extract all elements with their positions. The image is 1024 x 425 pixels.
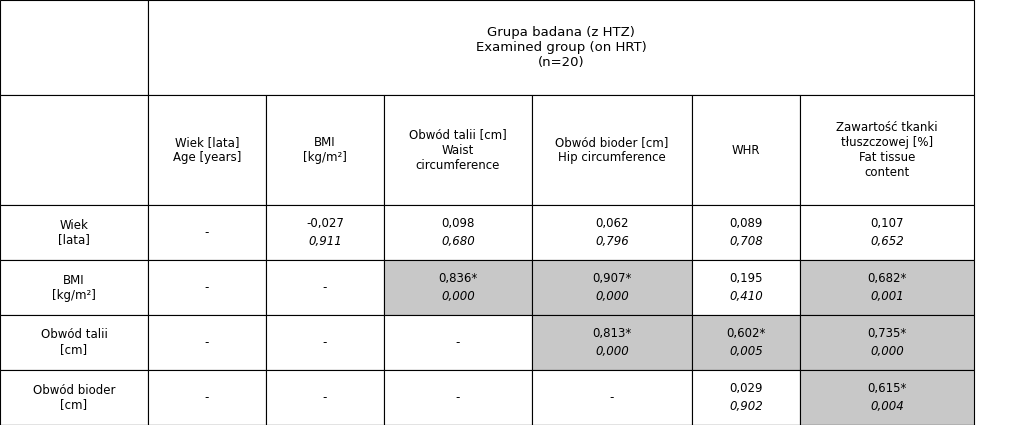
- Bar: [800, 315, 974, 370]
- Bar: [384, 205, 532, 260]
- Text: 0,000: 0,000: [870, 345, 904, 358]
- Text: Obwód talii
[cm]: Obwód talii [cm]: [41, 329, 108, 357]
- Bar: [692, 370, 800, 425]
- Bar: [532, 370, 692, 425]
- Text: 0,004: 0,004: [870, 400, 904, 413]
- Bar: [800, 205, 974, 260]
- Bar: [266, 315, 384, 370]
- Bar: [532, 315, 692, 370]
- Bar: [800, 95, 974, 205]
- Bar: [384, 260, 532, 315]
- Text: 0,813*: 0,813*: [592, 327, 632, 340]
- Bar: [532, 205, 692, 260]
- Bar: [266, 205, 384, 260]
- Bar: [266, 95, 384, 205]
- Text: 0,902: 0,902: [729, 400, 763, 413]
- Text: -: -: [323, 391, 328, 404]
- Bar: [148, 370, 266, 425]
- Text: 0,029: 0,029: [729, 382, 763, 395]
- Bar: [692, 315, 800, 370]
- Text: 0,735*: 0,735*: [867, 327, 906, 340]
- Bar: [0, 205, 148, 260]
- Bar: [266, 370, 384, 425]
- Text: -: -: [205, 281, 209, 294]
- Bar: [0, 315, 148, 370]
- Text: 0,005: 0,005: [729, 345, 763, 358]
- Text: -: -: [205, 226, 209, 239]
- Bar: [148, 260, 266, 315]
- Bar: [692, 95, 800, 205]
- Text: -: -: [205, 391, 209, 404]
- Bar: [384, 370, 532, 425]
- Text: -: -: [323, 336, 328, 349]
- Bar: [0, 0, 148, 95]
- Text: -: -: [456, 336, 460, 349]
- Text: 0,682*: 0,682*: [867, 272, 906, 285]
- Text: 0,000: 0,000: [441, 290, 475, 303]
- Text: 0,098: 0,098: [441, 217, 475, 230]
- Text: -: -: [610, 391, 614, 404]
- Bar: [692, 205, 800, 260]
- Bar: [148, 0, 974, 95]
- Text: Obwód bioder [cm]
Hip circumference: Obwód bioder [cm] Hip circumference: [555, 136, 669, 164]
- Text: 0,107: 0,107: [870, 217, 904, 230]
- Text: 0,602*: 0,602*: [726, 327, 766, 340]
- Text: BMI
[kg/m²]: BMI [kg/m²]: [52, 274, 96, 301]
- Bar: [692, 260, 800, 315]
- Text: -0,027: -0,027: [306, 217, 344, 230]
- Text: 0,062: 0,062: [595, 217, 629, 230]
- Text: 0,796: 0,796: [595, 235, 629, 248]
- Text: 0,000: 0,000: [595, 345, 629, 358]
- Text: BMI
[kg/m²]: BMI [kg/m²]: [303, 136, 347, 164]
- Bar: [148, 95, 266, 205]
- Text: -: -: [456, 391, 460, 404]
- Bar: [0, 260, 148, 315]
- Text: 0,836*: 0,836*: [438, 272, 477, 285]
- Bar: [266, 260, 384, 315]
- Bar: [0, 95, 148, 205]
- Text: Obwód bioder
[cm]: Obwód bioder [cm]: [33, 383, 116, 411]
- Text: 0,410: 0,410: [729, 290, 763, 303]
- Text: 0,652: 0,652: [870, 235, 904, 248]
- Text: Wiek [lata]
Age [years]: Wiek [lata] Age [years]: [173, 136, 242, 164]
- Text: WHR: WHR: [732, 144, 760, 156]
- Text: 0,615*: 0,615*: [867, 382, 906, 395]
- Text: 0,001: 0,001: [870, 290, 904, 303]
- Bar: [800, 260, 974, 315]
- Bar: [532, 95, 692, 205]
- Bar: [148, 205, 266, 260]
- Text: 0,907*: 0,907*: [592, 272, 632, 285]
- Text: Obwód talii [cm]
Waist
circumference: Obwód talii [cm] Waist circumference: [410, 128, 507, 172]
- Text: Wiek
[lata]: Wiek [lata]: [58, 218, 90, 246]
- Text: 0,680: 0,680: [441, 235, 475, 248]
- Text: Grupa badana (z HTZ)
Examined group (on HRT)
(n=20): Grupa badana (z HTZ) Examined group (on …: [475, 26, 646, 69]
- Text: 0,089: 0,089: [729, 217, 763, 230]
- Text: 0,000: 0,000: [595, 290, 629, 303]
- Text: 0,911: 0,911: [308, 235, 342, 248]
- Text: 0,195: 0,195: [729, 272, 763, 285]
- Text: Zawartość tkanki
tłuszczowej [%]
Fat tissue
content: Zawartość tkanki tłuszczowej [%] Fat tis…: [837, 121, 938, 179]
- Bar: [148, 315, 266, 370]
- Bar: [532, 260, 692, 315]
- Text: 0,708: 0,708: [729, 235, 763, 248]
- Bar: [0, 370, 148, 425]
- Text: -: -: [323, 281, 328, 294]
- Bar: [384, 95, 532, 205]
- Bar: [800, 370, 974, 425]
- Bar: [384, 315, 532, 370]
- Text: -: -: [205, 336, 209, 349]
